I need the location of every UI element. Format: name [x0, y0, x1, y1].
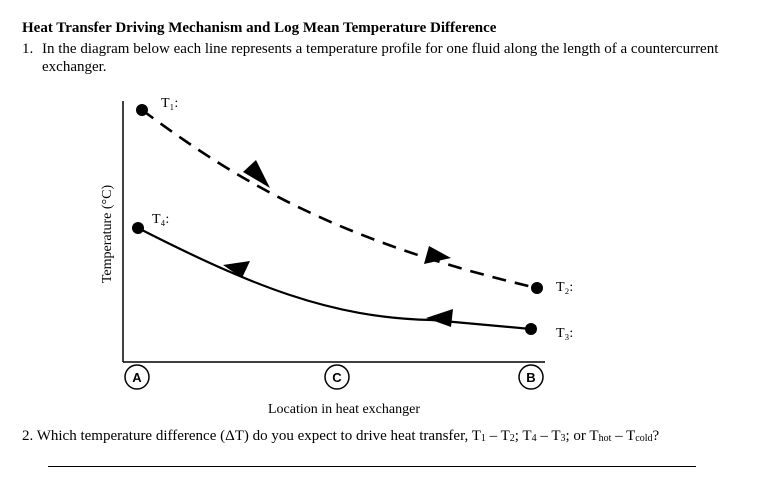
location-a-marker: A: [124, 364, 150, 390]
t4-label: T₄:: [152, 212, 169, 227]
t1-point: [136, 104, 148, 116]
t3-label: T₃:: [556, 326, 573, 341]
answer-line[interactable]: [48, 466, 696, 467]
hot-fluid-profile: [141, 108, 538, 290]
t1-label: T₁:: [161, 96, 178, 111]
question-2-text: Which temperature difference (ΔT) do you…: [36, 428, 660, 444]
question-1: 1. In the diagram below each line repres…: [22, 40, 752, 76]
location-b-marker: B: [518, 364, 544, 390]
t3-point: [525, 323, 537, 335]
location-a-label: A: [132, 370, 142, 385]
y-axis-label: Temperature (°C): [100, 185, 115, 284]
question-1-number: 1.: [22, 41, 34, 57]
page-title: Heat Transfer Driving Mechanism and Log …: [22, 20, 497, 36]
t2-point: [531, 282, 543, 294]
cold-flow-arrow-2: [426, 309, 453, 327]
location-b-label: B: [526, 370, 535, 385]
t2-label: T₂:: [556, 280, 573, 295]
question-2-number: 2.: [22, 428, 34, 444]
question-2: 2. Which temperature difference (ΔT) do …: [22, 428, 659, 445]
x-axis-label: Location in heat exchanger: [268, 402, 420, 417]
t4-point: [132, 222, 144, 234]
question-1-text: In the diagram below each line represent…: [42, 41, 719, 75]
location-c-label: C: [332, 370, 342, 385]
cold-flow-arrow-1: [223, 261, 250, 278]
location-c-marker: C: [324, 364, 350, 390]
hot-flow-arrow-2: [424, 246, 451, 264]
cold-fluid-profile: [137, 227, 532, 331]
hot-flow-arrow-1: [243, 160, 270, 188]
